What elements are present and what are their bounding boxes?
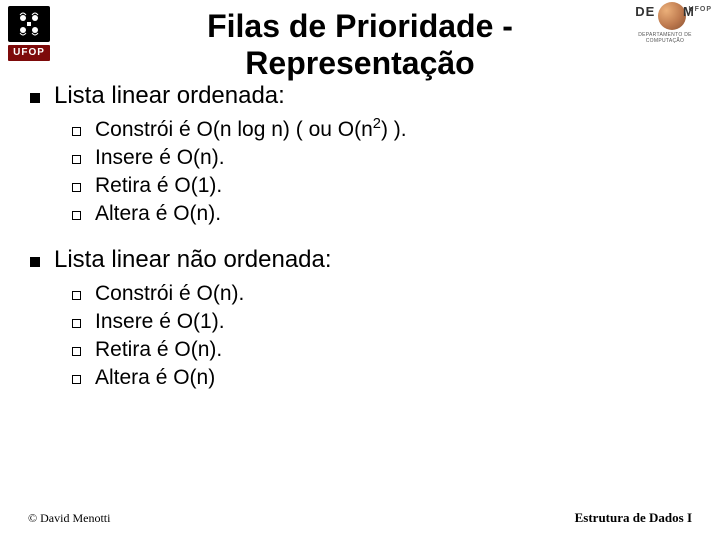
footer-course: Estrutura de Dados I [575, 510, 692, 526]
sub-item-text: Retira é O(n). [95, 338, 222, 362]
sub-item-text: Retira é O(1). [95, 174, 222, 198]
sub-item-text: Altera é O(n) [95, 366, 215, 390]
bullet-open-icon [72, 347, 81, 356]
bullet-open-icon [72, 375, 81, 384]
ufop-logo: UFOP [8, 6, 50, 64]
title-line1: Filas de Prioridade - [207, 8, 513, 44]
sub-item-text: Constrói é O(n log n) ( ou O(n2) ). [95, 118, 407, 142]
list-item: Altera é O(n). [72, 202, 690, 226]
ufop-crest-icon [8, 6, 50, 42]
bullet-filled-icon [30, 257, 40, 267]
sub-item-text: Altera é O(n). [95, 202, 221, 226]
sub-item-text: Insere é O(n). [95, 146, 225, 170]
sublist: Constrói é O(n log n) ( ou O(n2) ). Inse… [72, 118, 690, 226]
list-item: Constrói é O(n). [72, 282, 690, 306]
list-item: Lista linear não ordenada: [30, 246, 690, 274]
list-item: Lista linear ordenada: [30, 82, 690, 110]
section-heading: Lista linear ordenada: [54, 82, 285, 110]
slide-title: Filas de Prioridade - Representação [60, 8, 660, 82]
sub-item-text: Insere é O(1). [95, 310, 225, 334]
decom-left: DE [635, 4, 655, 19]
ufop-label: UFOP [8, 45, 50, 61]
bullet-open-icon [72, 183, 81, 192]
list-item: Altera é O(n) [72, 366, 690, 390]
sub-item-text: Constrói é O(n). [95, 282, 244, 306]
title-line2: Representação [245, 45, 474, 81]
bullet-open-icon [72, 211, 81, 220]
bullet-open-icon [72, 319, 81, 328]
section-heading: Lista linear não ordenada: [54, 246, 332, 274]
list-item: Insere é O(n). [72, 146, 690, 170]
bullet-filled-icon [30, 93, 40, 103]
decom-right: M [683, 4, 695, 19]
bullet-open-icon [72, 155, 81, 164]
list-item: Insere é O(1). [72, 310, 690, 334]
bullet-open-icon [72, 127, 81, 136]
list-item: Retira é O(n). [72, 338, 690, 362]
sublist: Constrói é O(n). Insere é O(1). Retira é… [72, 282, 690, 390]
list-item: Constrói é O(n log n) ( ou O(n2) ). [72, 118, 690, 142]
list-item: Retira é O(1). [72, 174, 690, 198]
slide: UFOP DE M UFOP DEPARTAMENTO DE COMPUTAÇÃ… [0, 0, 720, 540]
footer-author: © David Menotti [28, 511, 110, 526]
slide-content: Lista linear ordenada: Constrói é O(n lo… [30, 78, 690, 410]
bullet-open-icon [72, 291, 81, 300]
